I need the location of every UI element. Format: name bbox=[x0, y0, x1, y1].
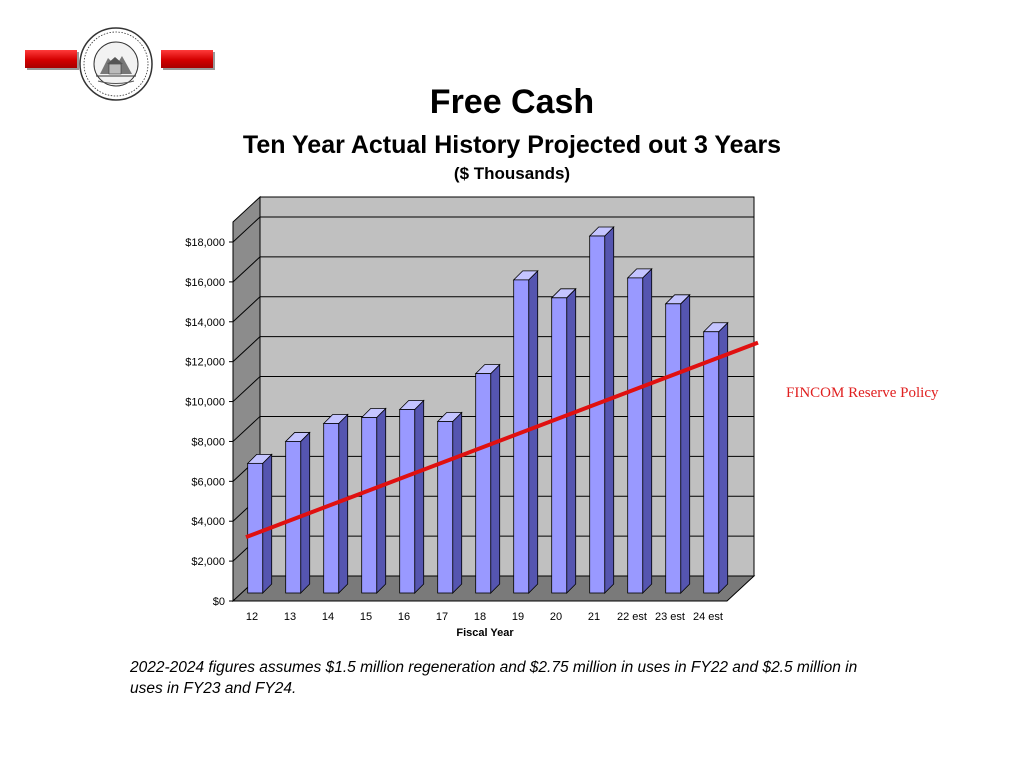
bar-face bbox=[247, 462, 264, 594]
bar-14 bbox=[322, 413, 349, 594]
bar-12 bbox=[246, 453, 273, 594]
x-tick-label: 16 bbox=[398, 611, 410, 623]
chart-overlay bbox=[245, 340, 759, 540]
bar-16 bbox=[398, 399, 425, 594]
bar-side bbox=[262, 453, 273, 594]
bar-face bbox=[437, 421, 454, 594]
bar-side bbox=[528, 269, 539, 594]
bar-side bbox=[566, 287, 577, 594]
page-title: Free Cash bbox=[429, 83, 595, 121]
bar-side bbox=[490, 363, 501, 594]
gridline-left-5 bbox=[232, 376, 261, 402]
fincom-reserve-policy-line bbox=[245, 340, 759, 540]
bar-face bbox=[399, 409, 416, 594]
bar-side bbox=[376, 407, 387, 594]
town-seal-logo bbox=[79, 27, 153, 101]
x-tick-label: 18 bbox=[474, 611, 486, 623]
bar-15 bbox=[360, 407, 387, 594]
bar-24-est bbox=[702, 321, 729, 594]
y-tick-label: $18,000 bbox=[185, 237, 225, 249]
x-tick-label: 20 bbox=[550, 611, 562, 623]
y-axis-ticks: $0 $2,000 $4,000 $6,000 $8,000 $10,000 $12,000… bbox=[185, 237, 233, 608]
gridline-left-8 bbox=[232, 256, 261, 283]
bar-23-est bbox=[664, 293, 691, 594]
bar-face bbox=[627, 277, 644, 594]
y-tick-label: $10,000 bbox=[185, 397, 225, 409]
bar-side bbox=[452, 411, 463, 594]
x-tick-label: 13 bbox=[284, 611, 296, 623]
y-tick-label: $14,000 bbox=[185, 317, 225, 329]
gridline-left-9 bbox=[232, 216, 261, 243]
bar-face bbox=[589, 235, 606, 594]
bar-side bbox=[642, 267, 653, 594]
bar-17 bbox=[436, 411, 463, 594]
bar-face bbox=[703, 331, 720, 594]
y-tick-label: $4,000 bbox=[191, 516, 225, 528]
bar-side bbox=[680, 293, 691, 594]
footnote: 2022-2024 figures assumes $1.5 million r… bbox=[130, 659, 858, 697]
x-axis-title: Fiscal Year bbox=[456, 627, 514, 639]
bar-face bbox=[551, 297, 568, 594]
x-axis-ticks: 12 13 14 15 16 17 18 19 20 21 22 est 23 est 24 est bbox=[246, 611, 723, 623]
x-tick-label: 21 bbox=[588, 611, 600, 623]
x-tick-label: 22 est bbox=[617, 611, 647, 623]
gridline-left-4 bbox=[232, 416, 261, 442]
y-tick-label: $6,000 bbox=[191, 476, 225, 488]
y-tick-label: $0 bbox=[213, 596, 225, 608]
bar-face bbox=[665, 303, 682, 594]
bar-21 bbox=[588, 226, 615, 594]
red-header-bar-left bbox=[25, 50, 77, 68]
gridline-left-6 bbox=[232, 336, 261, 363]
x-tick-label: 17 bbox=[436, 611, 448, 623]
bar-face bbox=[475, 373, 492, 594]
y-tick-label: $2,000 bbox=[191, 556, 225, 568]
units-label: ($ Thousands) bbox=[453, 164, 571, 183]
bar-20 bbox=[550, 287, 577, 594]
page-subtitle: Ten Year Actual History Projected out 3 … bbox=[242, 131, 782, 159]
bar-side bbox=[338, 413, 349, 594]
y-tick-label: $8,000 bbox=[191, 436, 225, 448]
red-header-bar-right bbox=[161, 50, 213, 68]
gridline-left-7 bbox=[232, 296, 261, 323]
x-tick-label: 14 bbox=[322, 611, 334, 623]
x-tick-label: 19 bbox=[512, 611, 524, 623]
bar-face bbox=[361, 417, 378, 594]
y-tick-label: $12,000 bbox=[185, 357, 225, 369]
fincom-reserve-policy-label: FINCOM Reserve Policy bbox=[786, 385, 939, 401]
bar-side bbox=[414, 399, 425, 594]
chart-bars bbox=[246, 226, 729, 594]
x-tick-label: 15 bbox=[360, 611, 372, 623]
bar-18 bbox=[474, 363, 501, 594]
x-tick-label: 23 est bbox=[655, 611, 685, 623]
bar-side bbox=[604, 226, 615, 594]
bar-side bbox=[718, 321, 729, 594]
x-tick-label: 24 est bbox=[693, 611, 723, 623]
y-tick-label: $16,000 bbox=[185, 277, 225, 289]
x-tick-label: 12 bbox=[246, 611, 258, 623]
bar-22-est bbox=[626, 267, 653, 594]
